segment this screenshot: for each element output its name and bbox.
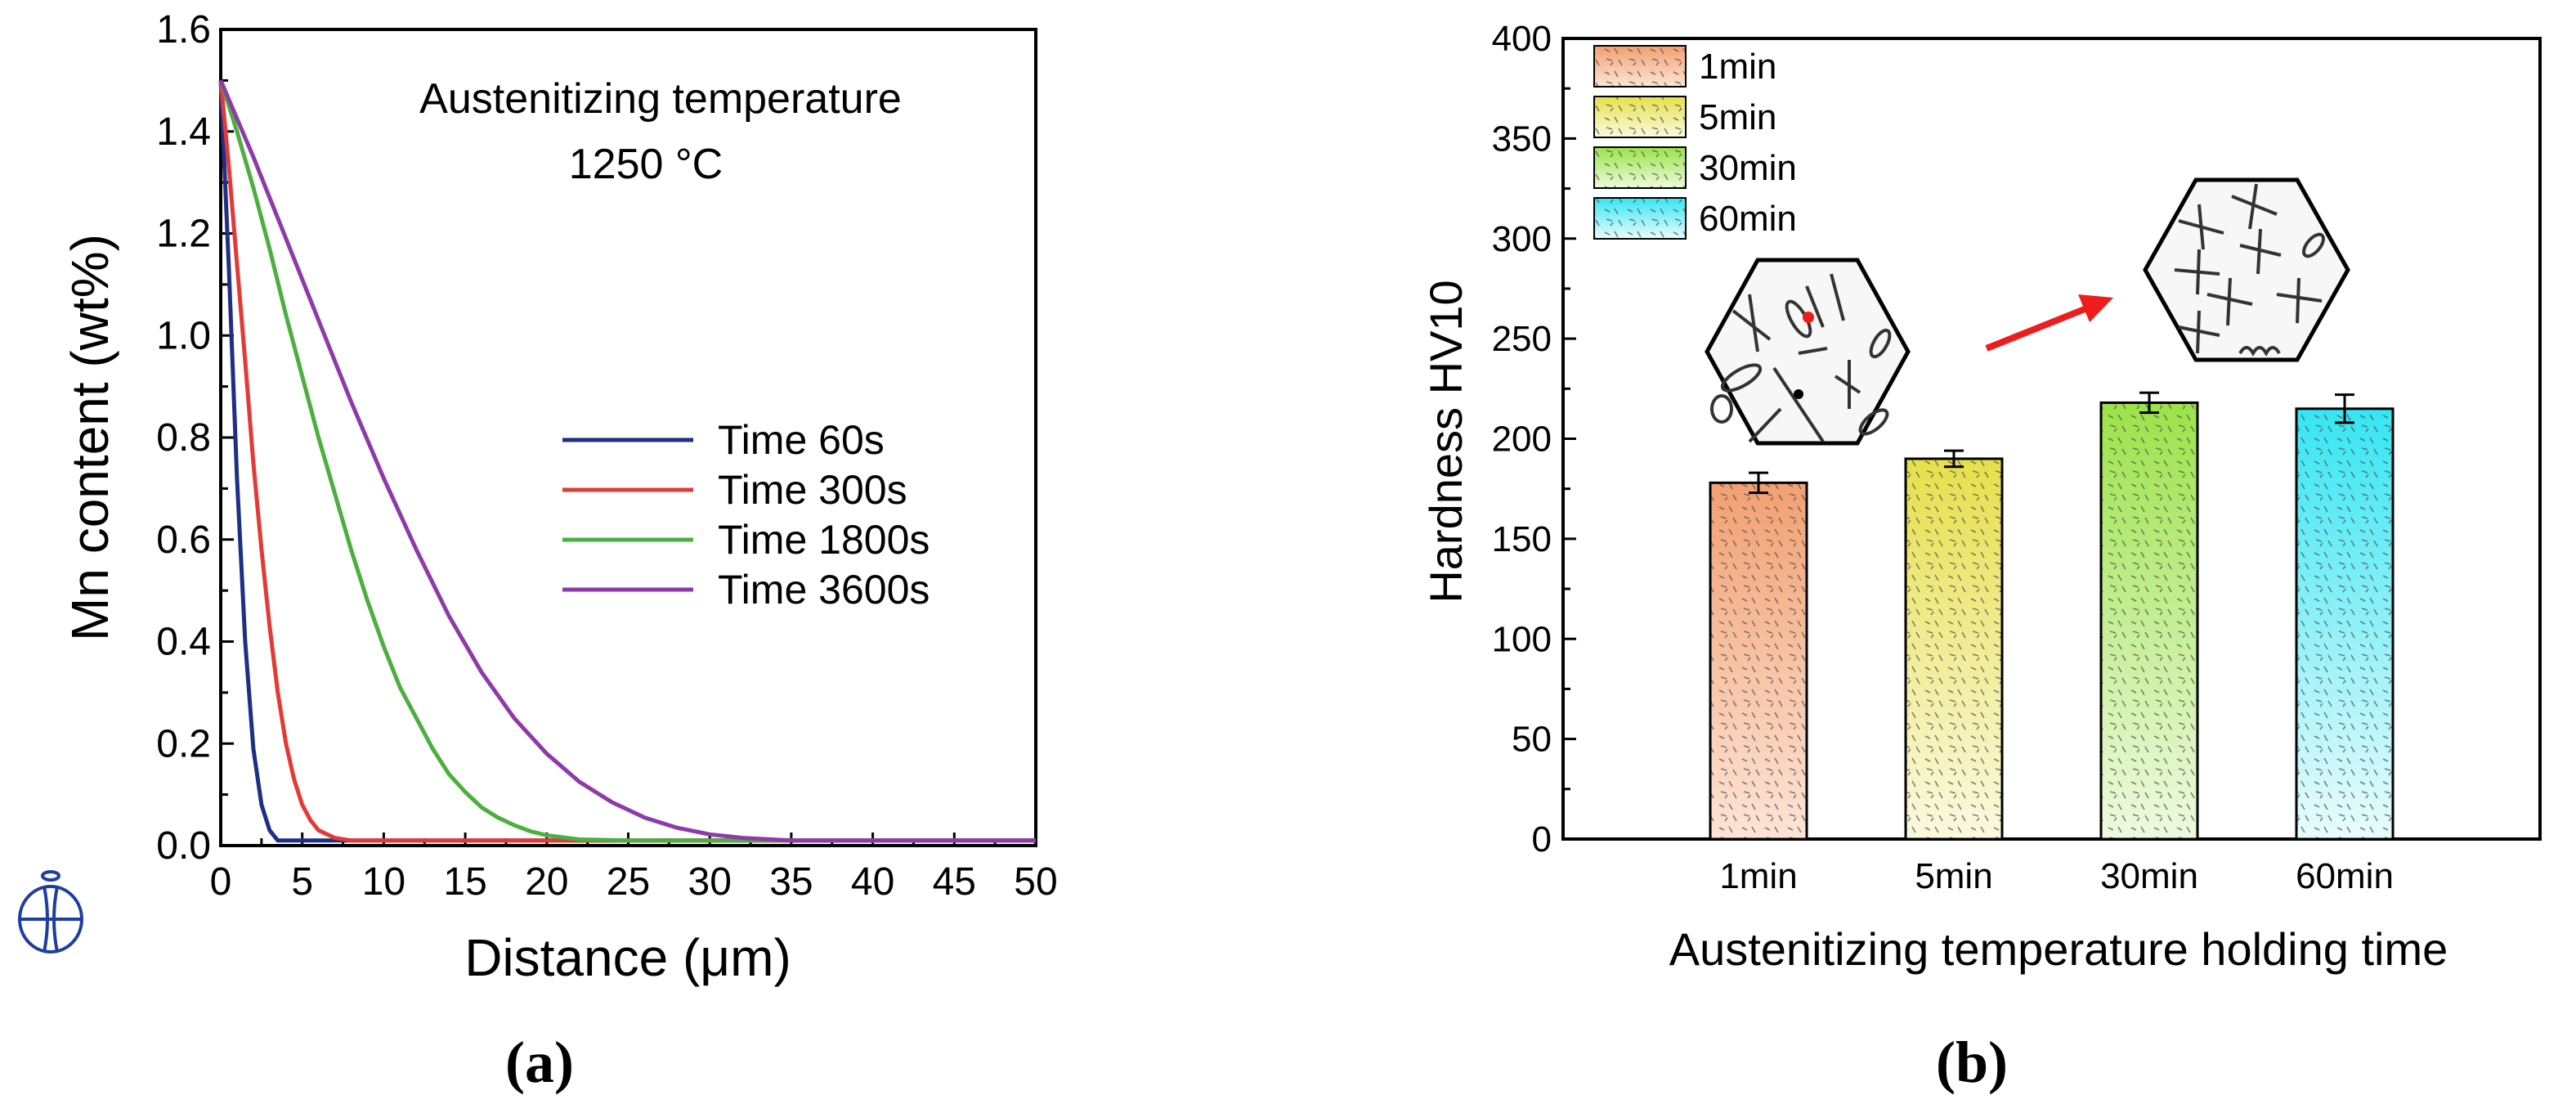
y-tick-label: 250 [1492, 319, 1552, 359]
y-tick-label: 0.0 [156, 824, 211, 868]
microstructure-change-arrow [1985, 294, 2113, 352]
x-tick-label: 10 [362, 860, 405, 904]
y-tick-label: 0.4 [156, 621, 211, 664]
journal-logo-icon [18, 870, 83, 954]
x-tick-label: 30min [2100, 856, 2198, 896]
y-tick-label: 0.2 [156, 722, 211, 765]
panel-a-label: (a) [505, 1030, 574, 1095]
panel-a-chart: 0 5 10 15 20 25 30 35 40 45 50 0.0 0.2 0.4 0.6 0.8 1.0 1.… [18, 8, 1058, 1095]
legend-label: Time 3600s [718, 567, 930, 613]
x-tick-label: 30 [688, 860, 732, 904]
bar-outline [1904, 457, 2004, 841]
legend-label: Time 1800s [718, 517, 930, 563]
panel-a-annotation-line2: 1250 °C [569, 141, 723, 188]
x-tick-label: 5 [291, 860, 313, 904]
legend-swatch-outline [1593, 96, 1687, 138]
y-tick-label: 150 [1492, 519, 1552, 559]
legend-swatch-outline [1593, 146, 1687, 189]
x-tick-label: 1min [1719, 856, 1797, 896]
panel-a-x-axis-label: Distance (μm) [464, 928, 791, 987]
y-tick-label: 1.4 [156, 110, 211, 154]
x-tick-label: 45 [933, 860, 976, 904]
y-tick-label: 1.0 [156, 314, 211, 357]
y-tick-label: 1.6 [156, 8, 211, 52]
panel-b-label: (b) [1936, 1030, 2008, 1095]
microstructure-hexagon-before-icon [1705, 258, 1911, 446]
y-tick-label: 0.8 [156, 416, 211, 460]
series-line [218, 79, 1036, 843]
y-tick-label: 200 [1492, 420, 1552, 460]
x-tick-label: 40 [851, 860, 894, 904]
legend-label: 5min [1699, 97, 1776, 137]
x-tick-label: 15 [443, 860, 486, 904]
legend-label: 1min [1699, 47, 1776, 87]
y-tick-label: 300 [1492, 219, 1552, 259]
bar-outline [2295, 407, 2395, 841]
y-tick-label: 50 [1512, 720, 1552, 760]
x-tick-label: 25 [607, 860, 650, 904]
panel-b-bars [1709, 391, 2395, 841]
panel-a-series [218, 79, 1036, 843]
y-tick-label: 0 [1532, 819, 1552, 859]
x-tick-label: 20 [525, 860, 568, 904]
legend-swatch-outline [1593, 197, 1687, 240]
legend-label: Time 300s [718, 467, 907, 513]
panel-b-ticks: 0 50 100 150 200 250 300 350 400 1min 5min 30min 60m… [1492, 19, 2394, 896]
bar-outline [2099, 401, 2199, 841]
legend-label: 30min [1699, 148, 1797, 188]
legend-label: 60min [1699, 199, 1797, 239]
panel-b-x-axis-label: Austenitizing temperature holding time [1669, 923, 2448, 975]
legend-label: Time 60s [718, 417, 885, 463]
x-tick-label: 35 [769, 860, 813, 904]
y-tick-label: 0.6 [156, 518, 211, 562]
panel-a-ticks: 0 5 10 15 20 25 30 35 40 45 50 0.0 0.2 0.4 0.6 0.8 1.0 1.… [156, 8, 1057, 904]
panel-a-y-axis-label: Mn content (wt%) [60, 234, 119, 641]
legend-swatch-outline [1593, 45, 1687, 88]
panel-b-chart: 0 50 100 150 200 250 300 350 400 1min 5min 30min 60m… [1420, 19, 2542, 1095]
series-line [218, 80, 1036, 843]
panel-b-y-axis-label: Hardness HV10 [1420, 280, 1472, 603]
y-tick-label: 100 [1492, 619, 1552, 659]
panel-a-annotation-line1: Austenitizing temperature [419, 75, 902, 123]
bar-outline [1709, 481, 1808, 841]
y-tick-label: 1.2 [156, 213, 211, 256]
microstructure-hexagon-after-icon [2143, 177, 2350, 362]
x-tick-label: 50 [1014, 860, 1057, 904]
y-tick-label: 350 [1492, 119, 1552, 159]
series-line [218, 80, 1036, 843]
series-line [218, 79, 1036, 843]
x-tick-label: 60min [2296, 856, 2394, 896]
y-tick-label: 400 [1492, 19, 1552, 59]
panel-b-legend: 1min 5min 30min 60min [1593, 45, 1797, 240]
x-tick-label: 0 [210, 860, 232, 904]
x-tick-label: 5min [1915, 856, 1992, 896]
